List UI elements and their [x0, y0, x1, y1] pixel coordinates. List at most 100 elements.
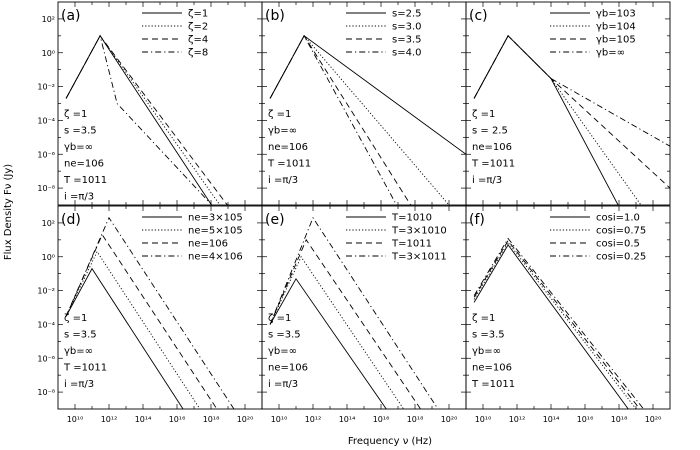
panel-label: (f) — [469, 212, 485, 228]
model-parameter: s =3.5 — [472, 330, 505, 341]
panel-grid: 10² 10⁰ 10⁻² 10⁻⁴ 10⁻⁶ 10⁻⁸ (a) ζ=1 ζ=2 ζ=4 ζ=8 ζ =… — [37, 1, 671, 424]
model-parameter: γb=∞ — [268, 346, 297, 357]
series-line-4 — [473, 237, 645, 409]
model-parameter: ζ =1 — [268, 109, 291, 120]
y-tick-label: 10⁻⁴ — [37, 320, 55, 329]
x-tick-label: 10¹⁰ — [271, 415, 288, 424]
model-parameter: i =π/3 — [268, 379, 298, 390]
x-tick-label: 10¹⁴ — [135, 415, 152, 424]
x-axis-title: Frequency ν (Hz) — [348, 436, 432, 447]
panel-1: 10² 10⁰ 10⁻² 10⁻⁴ 10⁻⁶ 10⁻⁸ (a) ζ=1 ζ=2 ζ=4 ζ=8 ζ =… — [37, 1, 263, 206]
legend-entry: γb=105 — [596, 35, 636, 46]
legend-entry: ne=3×105 — [188, 213, 243, 224]
model-parameter: γb=∞ — [472, 346, 501, 357]
legend-entry: T=3×1010 — [391, 226, 447, 237]
panel-2: (b) s=2.5 s=3.0 s=3.5 s=4.0 ζ =1 γb=∞ ne=106 T =… — [261, 1, 467, 206]
model-parameter: ne=106 — [268, 363, 308, 374]
x-tick-label: 10¹⁴ — [339, 415, 356, 424]
panel-4: 10¹⁰ 10¹² 10¹⁴ 10¹⁶ 10¹⁸ 10²⁰ 10² 10⁰ 10⁻² 10⁻⁴ 10… — [37, 205, 263, 424]
panel-label: (e) — [265, 212, 285, 228]
series-line-2 — [269, 255, 405, 409]
y-tick-label: 10⁻² — [37, 287, 55, 296]
x-tick-label: 10²⁰ — [441, 415, 458, 424]
series-group — [473, 35, 670, 205]
x-tick-label: 10²⁰ — [237, 415, 254, 424]
series-group — [65, 216, 235, 409]
model-parameter: T =1011 — [63, 175, 107, 186]
legend-entry: ne=106 — [188, 239, 228, 250]
legend-entry: T=1011 — [391, 239, 432, 250]
series-line-2 — [473, 241, 637, 409]
series-group — [269, 216, 439, 409]
model-parameter: ne=106 — [472, 363, 512, 374]
x-tick-label: 10¹² — [101, 415, 118, 424]
legend-entry: γb=104 — [596, 22, 636, 33]
series-line-4 — [65, 34, 213, 205]
model-parameter: γb=∞ — [268, 126, 297, 137]
legend-entry: cosi=1.0 — [596, 213, 640, 224]
model-parameter: γb=∞ — [64, 346, 93, 357]
model-parameter: T =1011 — [63, 363, 107, 374]
model-parameter: ne=106 — [64, 159, 104, 170]
series-group — [65, 34, 228, 205]
series-line-3 — [269, 34, 412, 205]
series-line-1 — [269, 277, 387, 409]
legend-entry: ne=5×105 — [188, 226, 243, 237]
model-parameter: T =1011 — [471, 159, 515, 170]
series-line-4 — [65, 216, 235, 409]
panel-label: (b) — [265, 8, 285, 24]
series-line-4 — [269, 216, 439, 409]
panel-label: (c) — [469, 8, 488, 24]
x-tick-label: 10¹⁰ — [475, 415, 492, 424]
legend-entry: cosi=0.25 — [596, 252, 646, 263]
x-tick-label: 10¹⁶ — [169, 415, 186, 424]
legend-entry: T=3×1011 — [391, 252, 447, 263]
legend-entry: T=1010 — [391, 213, 432, 224]
legend-entry: cosi=0.75 — [596, 226, 646, 237]
legend-entry: γb=∞ — [596, 48, 625, 59]
x-tick-label: 10¹⁶ — [577, 415, 594, 424]
model-parameter: ne=106 — [472, 142, 512, 153]
model-parameter: s = 2.5 — [472, 126, 508, 137]
panel-5: 10¹⁰ 10¹² 10¹⁴ 10¹⁶ 10¹⁸ 10²⁰ (e) T=1010 T=3×101… — [261, 205, 467, 424]
series-line-1 — [473, 244, 629, 409]
panel-label: (d) — [61, 212, 81, 228]
model-parameter: s =3.5 — [268, 330, 301, 341]
x-tick-label: 10¹⁸ — [611, 415, 628, 424]
y-tick-label: 10⁻⁸ — [37, 184, 55, 193]
legend-entry: s=3.0 — [392, 22, 422, 33]
x-tick-label: 10¹⁶ — [373, 415, 390, 424]
panel-3: (c) γb=103 γb=104 γb=105 γb=∞ ζ =1 s = 2.5 ne=1… — [465, 1, 671, 206]
series-line-2 — [65, 34, 221, 205]
series-line-1 — [65, 267, 184, 409]
series-group — [473, 237, 645, 409]
model-parameter: ζ =1 — [64, 313, 87, 324]
panel-label: (a) — [61, 8, 81, 24]
model-parameter: T =1011 — [267, 159, 311, 170]
x-tick-label: 10¹⁸ — [203, 415, 220, 424]
y-tick-label: 10⁰ — [42, 253, 55, 262]
legend-entry: s=4.0 — [392, 48, 422, 59]
series-line-3 — [65, 233, 218, 409]
legend-entry: s=3.5 — [392, 35, 422, 46]
series-line-4 — [473, 35, 670, 147]
model-parameter: i =π/3 — [472, 175, 502, 186]
legend-entry: ζ=2 — [188, 22, 208, 33]
model-parameter: ne=106 — [268, 142, 308, 153]
model-parameter: i =π/3 — [268, 175, 298, 186]
y-tick-label: 10⁻⁶ — [37, 354, 55, 363]
legend-entry: γb=103 — [596, 9, 636, 20]
model-parameter: ζ =1 — [472, 313, 495, 324]
legend-entry: ζ=1 — [188, 9, 208, 20]
legend-entry: cosi=0.5 — [596, 239, 640, 250]
x-tick-label: 10²⁰ — [645, 415, 662, 424]
model-parameter: ζ =1 — [268, 313, 291, 324]
x-tick-label: 10¹⁸ — [407, 415, 424, 424]
model-parameter: ζ =1 — [64, 109, 87, 120]
y-tick-label: 10⁰ — [42, 49, 55, 58]
x-tick-label: 10¹² — [305, 415, 322, 424]
model-parameter: ζ =1 — [472, 109, 495, 120]
y-tick-label: 10² — [42, 15, 55, 24]
y-tick-label: 10⁻⁶ — [37, 150, 55, 159]
